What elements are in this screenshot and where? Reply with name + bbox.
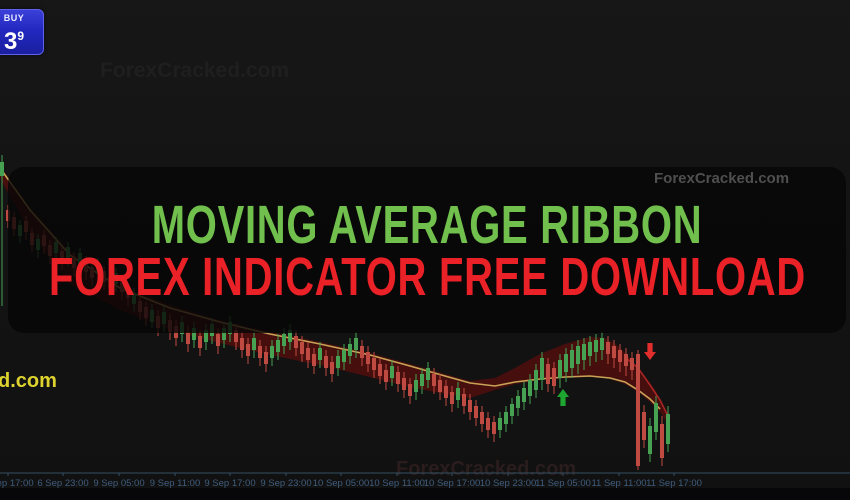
time-axis-label: 9 Sep 05:00 xyxy=(93,478,144,489)
watermark-left-partial: d.com xyxy=(0,370,57,392)
promo-banner: MOVING AVERAGE RIBBON FOREX INDICATOR FR… xyxy=(8,167,846,333)
time-axis-label: 10 Sep 05:00 xyxy=(313,478,370,489)
time-axis-label: 6 Sep 17:00 xyxy=(0,478,34,489)
buy-button[interactable]: BUY 39 xyxy=(0,9,44,55)
buy-signal-arrow xyxy=(556,389,569,406)
time-axis-label: 6 Sep 23:00 xyxy=(37,478,88,489)
time-axis-label: 10 Sep 23:00 xyxy=(480,478,537,489)
time-axis-label: 11 Sep 05:00 xyxy=(535,478,591,489)
time-axis-label: 10 Sep 17:00 xyxy=(424,478,481,489)
time-axis-label: 11 Sep 11:00 xyxy=(591,478,646,489)
time-axis-label: 11 Sep 17:00 xyxy=(646,478,702,489)
watermark-bottom: ForexCracked.com xyxy=(396,458,577,480)
sell-signal-arrow xyxy=(643,343,656,360)
banner-title-line2: FOREX INDICATOR FREE DOWNLOAD xyxy=(48,247,806,307)
buy-price: 39 xyxy=(3,28,25,55)
time-axis: 6 Sep 17:006 Sep 23:00 9 Sep 05:00 9 Sep 1… xyxy=(0,472,850,489)
time-axis-label: 10 Sep 11:00 xyxy=(369,478,425,489)
watermark-right: ForexCracked.com xyxy=(654,170,790,187)
buy-button-label: BUY xyxy=(3,13,25,23)
time-axis-label: 9 Sep 17:00 xyxy=(204,478,255,489)
time-axis-label: 9 Sep 23:00 xyxy=(260,478,311,489)
window-bottom-edge xyxy=(0,488,850,500)
banner-title-line1: MOVING AVERAGE RIBBON xyxy=(151,195,703,255)
watermark-top: ForexCracked.com xyxy=(100,59,290,82)
time-axis-label: 9 Sep 11:00 xyxy=(150,478,201,489)
